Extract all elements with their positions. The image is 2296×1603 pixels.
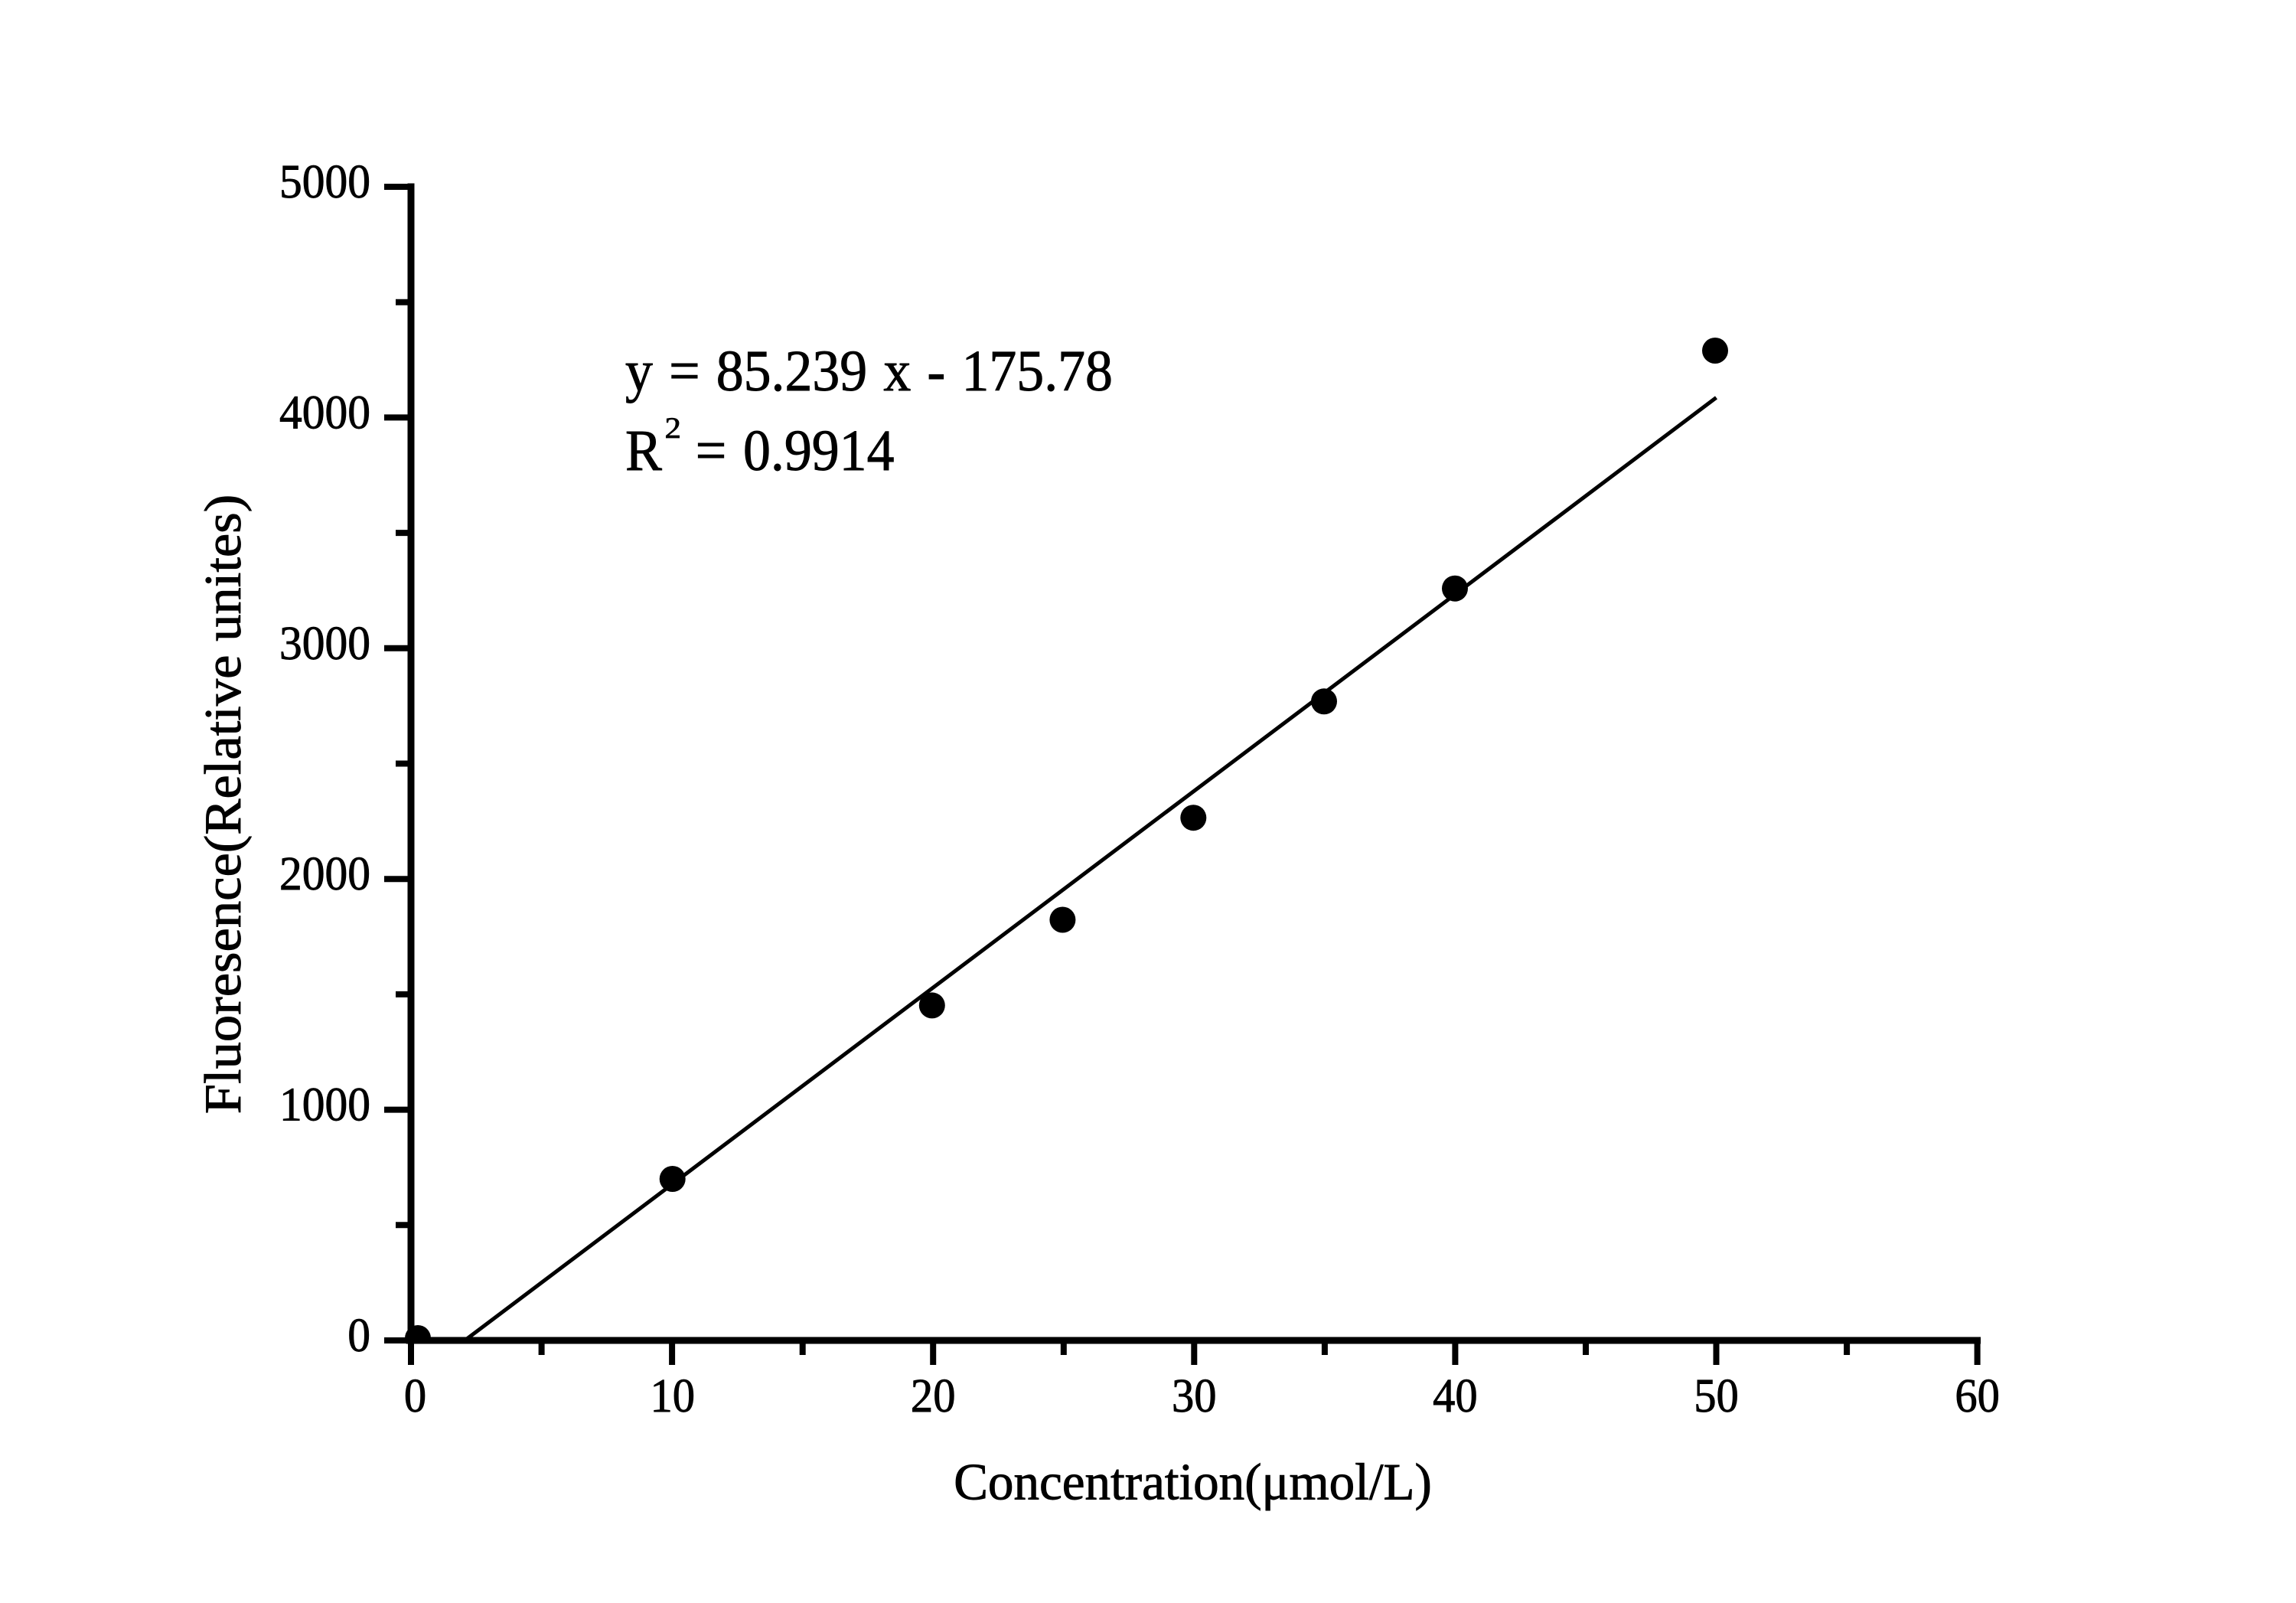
svg-text:3000: 3000	[279, 616, 370, 670]
svg-text:4000: 4000	[279, 386, 370, 439]
svg-text:60: 60	[1955, 1370, 2000, 1422]
svg-text:Concentration(μmol/L): Concentration(μmol/L)	[954, 1453, 1432, 1510]
svg-text:40: 40	[1433, 1370, 1478, 1422]
svg-text:Fluoresence(Relative unites): Fluoresence(Relative unites)	[194, 495, 251, 1114]
svg-text:5000: 5000	[279, 155, 370, 208]
svg-text:30: 30	[1172, 1370, 1217, 1422]
svg-text:0: 0	[347, 1308, 370, 1362]
svg-text:= 0.9914: = 0.9914	[696, 418, 895, 482]
svg-text:R: R	[625, 418, 663, 482]
svg-text:10: 10	[651, 1370, 696, 1422]
svg-text:1000: 1000	[279, 1078, 370, 1131]
svg-text:20: 20	[911, 1370, 956, 1422]
svg-text:2000: 2000	[279, 847, 370, 901]
svg-text:50: 50	[1694, 1370, 1739, 1422]
svg-text:y = 85.239 x - 175.78: y = 85.239 x - 175.78	[625, 338, 1113, 403]
svg-text:0: 0	[404, 1370, 426, 1422]
